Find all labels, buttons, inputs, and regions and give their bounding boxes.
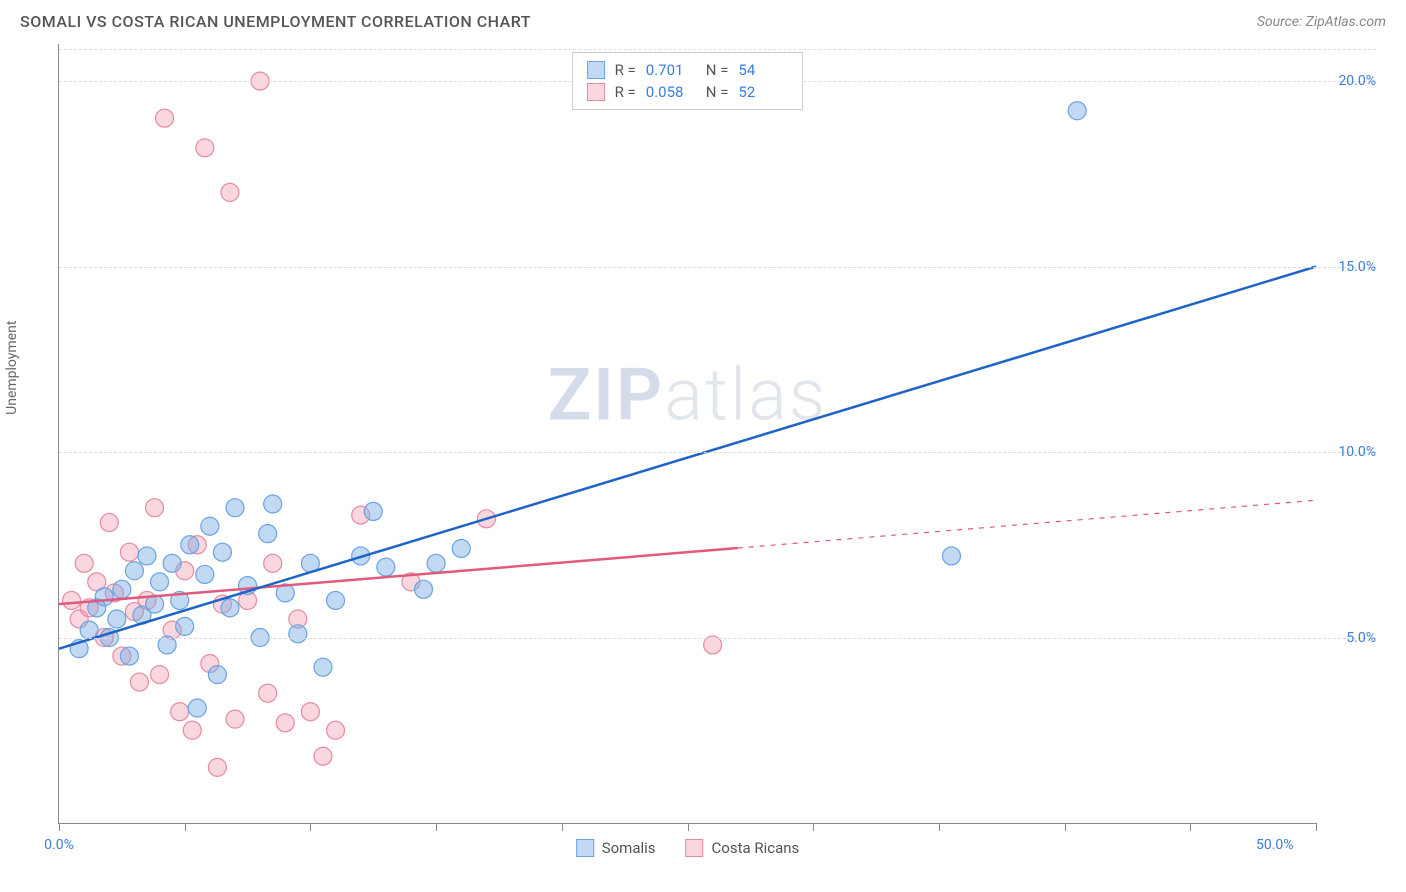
chart-container: Unemployment ZIPatlas R = 0.701 N = 54 R…: [20, 44, 1386, 864]
x-tick-label: 0.0%: [44, 837, 74, 853]
chart-title: SOMALI VS COSTA RICAN UNEMPLOYMENT CORRE…: [20, 12, 531, 31]
legend-item-somali: Somalis: [576, 839, 656, 857]
y-tick-label: 15.0%: [1330, 259, 1376, 275]
y-tick-label: 5.0%: [1338, 630, 1376, 646]
chart-source: Source: ZipAtlas.com: [1257, 14, 1386, 30]
y-tick-label: 20.0%: [1330, 73, 1376, 89]
swatch-costa: [587, 83, 605, 101]
y-axis-label: Unemployment: [4, 321, 20, 415]
legend-row-somali: R = 0.701 N = 54: [587, 59, 789, 81]
plot-svg: [59, 44, 1316, 823]
chart-header: SOMALI VS COSTA RICAN UNEMPLOYMENT CORRE…: [0, 0, 1406, 39]
legend-row-costa: R = 0.058 N = 52: [587, 81, 789, 103]
x-tick-label: 50.0%: [1256, 837, 1316, 853]
plot-area: ZIPatlas R = 0.701 N = 54 R = 0.058 N = …: [58, 44, 1316, 824]
swatch-somali: [587, 61, 605, 79]
legend-correlation: R = 0.701 N = 54 R = 0.058 N = 52: [572, 52, 804, 110]
swatch-costa-2: [686, 839, 704, 857]
legend-item-costa: Costa Ricans: [686, 839, 800, 857]
y-tick-label: 10.0%: [1330, 444, 1376, 460]
swatch-somali-2: [576, 839, 594, 857]
legend-series: Somalis Costa Ricans: [576, 839, 800, 857]
